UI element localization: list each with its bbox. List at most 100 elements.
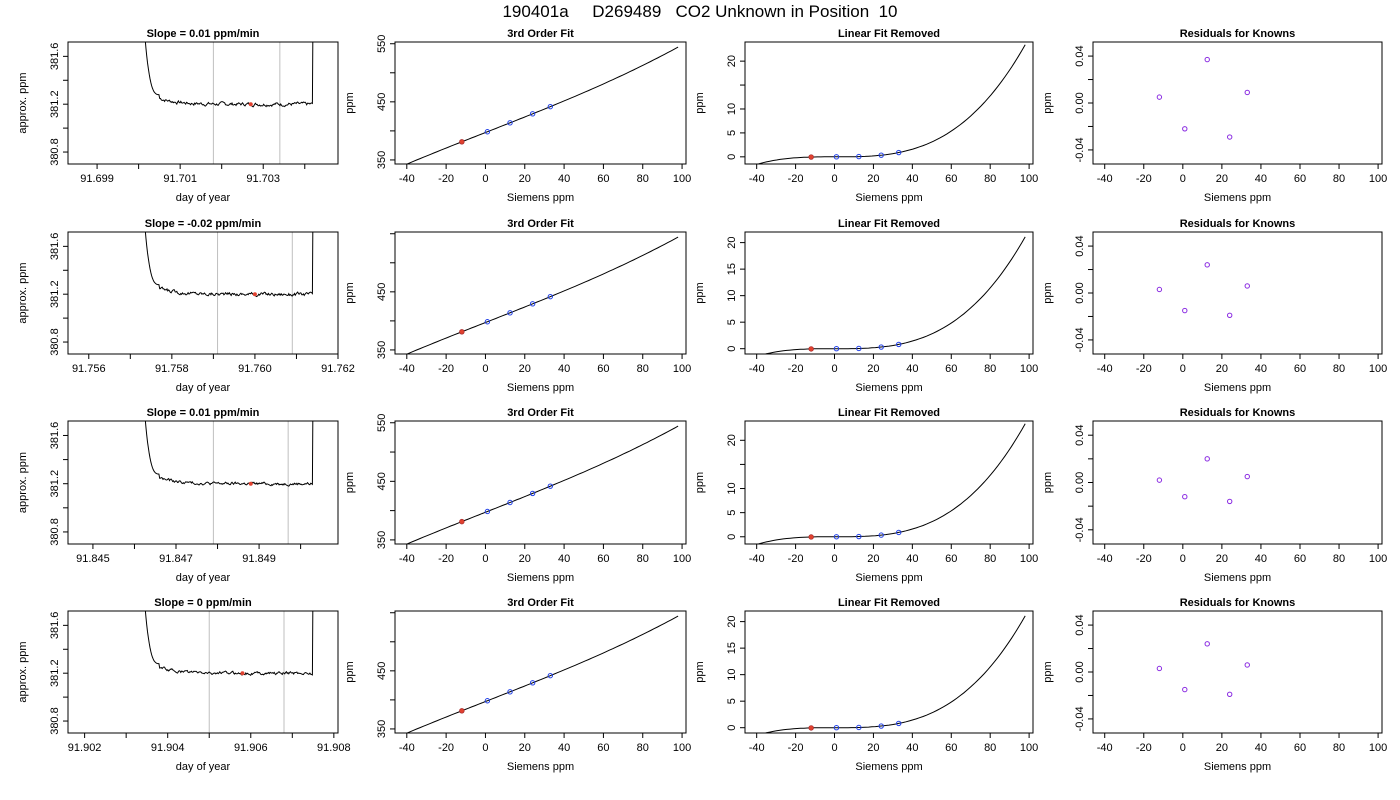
x-tick-label: 0	[831, 173, 837, 185]
x-tick-label: 91.906	[234, 742, 268, 754]
x-tick-label: -40	[749, 173, 765, 185]
x-tick-label: 100	[1369, 742, 1387, 754]
x-tick-label: 0	[482, 553, 488, 565]
y-tick-label: 15	[726, 642, 738, 654]
residual-point	[1204, 56, 1210, 63]
residual-point	[1182, 126, 1188, 132]
x-tick-label: 60	[945, 363, 957, 375]
y-tick-label: 381.6	[49, 233, 61, 261]
y-tick-label: -0.04	[1074, 137, 1086, 162]
x-tick-label: 91.756	[72, 363, 106, 375]
x-tick-label: 80	[637, 173, 649, 185]
residual-point	[1226, 691, 1233, 697]
y-tick-label: 0.00	[1074, 92, 1086, 113]
unknown-point	[459, 329, 465, 335]
plot-frame	[744, 41, 1034, 165]
x-tick-label: 20	[1216, 742, 1228, 754]
panel-fit-row-4: 3rd Order Fit -40 -20 0 20 40 60 80 100 350 450 Sie…	[344, 597, 691, 773]
known-point	[484, 129, 491, 135]
y-tick-label: 381.2	[49, 470, 61, 498]
x-tick-label: 100	[673, 173, 691, 185]
panel-title: Residuals for Knowns	[1180, 407, 1296, 419]
x-tick-label: -20	[438, 553, 454, 565]
x-tick-label: -20	[438, 173, 454, 185]
plot-area	[763, 615, 1026, 733]
x-tick-label: 100	[1369, 553, 1387, 565]
panel-title: 3rd Order Fit	[507, 28, 574, 40]
known-point	[896, 529, 902, 536]
plot-area	[1156, 262, 1250, 318]
x-tick-label: 60	[945, 553, 957, 565]
panel-linear_removed-row-1: Linear Fit Removed -40 -20 0 20 40 60 80 100 0 5 10…	[694, 28, 1038, 204]
x-tick-label: 20	[519, 553, 531, 565]
y-tick-label: -0.04	[1074, 327, 1086, 352]
x-tick-label: 100	[1020, 553, 1038, 565]
y-axis-label: ppm	[1042, 282, 1054, 303]
x-axis-label: Siemens ppm	[1204, 572, 1271, 584]
x-tick-label: 0	[482, 742, 488, 754]
plot-frame	[67, 610, 339, 734]
plot-area	[144, 42, 314, 164]
y-tick-label: 380.8	[49, 707, 61, 735]
y-tick-label: 450	[376, 472, 388, 490]
x-tick-label: 91.847	[159, 553, 193, 565]
known-point	[547, 483, 554, 489]
x-tick-label: 100	[673, 363, 691, 375]
x-tick-label: -20	[788, 553, 804, 565]
panel-residuals-row-1: Residuals for Knowns -40 -20 0 20 40 60 80 100 -0…	[1042, 28, 1387, 204]
x-tick-label: 0	[1180, 742, 1186, 754]
panel-time_series-row-4: Slope = 0 ppm/min 91.902 91.904 91.906 91.90…	[17, 597, 351, 773]
known-point	[856, 724, 862, 731]
known-point	[529, 111, 536, 117]
y-tick-label: 381.2	[49, 280, 61, 308]
x-tick-label: 91.762	[321, 363, 355, 375]
y-tick-label: 5	[726, 130, 738, 136]
y-tick-label: 0	[726, 534, 738, 540]
x-tick-label: 20	[1216, 173, 1228, 185]
unknown-point	[459, 518, 465, 525]
x-tick-label: 20	[867, 363, 879, 375]
known-point	[547, 293, 554, 300]
known-point	[529, 490, 536, 497]
x-axis-label: day of year	[176, 192, 231, 204]
x-tick-label: 80	[984, 173, 996, 185]
y-tick-label: 381.6	[49, 422, 61, 450]
known-point	[484, 319, 491, 325]
y-tick-label: 20	[726, 434, 738, 446]
residual-point	[1204, 262, 1210, 268]
trace-line	[144, 42, 314, 108]
y-tick-label: 20	[726, 55, 738, 67]
x-tick-label: 100	[1020, 742, 1038, 754]
x-tick-label: 60	[945, 742, 957, 754]
x-tick-label: 0	[831, 553, 837, 565]
x-tick-label: 0	[831, 742, 837, 754]
x-tick-label: 100	[673, 742, 691, 754]
y-axis-label: ppm	[694, 472, 706, 493]
x-tick-label: -20	[1136, 173, 1152, 185]
plot-area	[1156, 641, 1250, 697]
x-tick-label: 80	[984, 553, 996, 565]
x-tick-label: 91.845	[76, 553, 110, 565]
fit-curve	[763, 236, 1026, 354]
y-tick-label: 15	[726, 263, 738, 275]
plot-area	[405, 236, 679, 354]
x-tick-label: 91.699	[80, 173, 114, 185]
y-tick-label: -0.04	[1074, 517, 1086, 542]
y-tick-label: 380.8	[49, 328, 61, 356]
x-tick-label: 80	[1333, 363, 1345, 375]
plot-area	[144, 421, 314, 544]
x-tick-label: 60	[597, 363, 609, 375]
y-tick-label: 381.6	[49, 612, 61, 640]
plot-area	[144, 232, 314, 354]
x-axis-label: Siemens ppm	[1204, 761, 1271, 773]
x-tick-label: 91.701	[163, 173, 197, 185]
x-tick-label: -40	[749, 363, 765, 375]
known-point	[896, 341, 902, 348]
x-tick-label: 40	[1255, 173, 1267, 185]
y-tick-label: 450	[376, 93, 388, 111]
panel-title: Slope = 0.01 ppm/min	[147, 28, 260, 40]
trace-line	[144, 232, 314, 298]
x-tick-label: 20	[519, 173, 531, 185]
plot-frame	[394, 420, 687, 545]
